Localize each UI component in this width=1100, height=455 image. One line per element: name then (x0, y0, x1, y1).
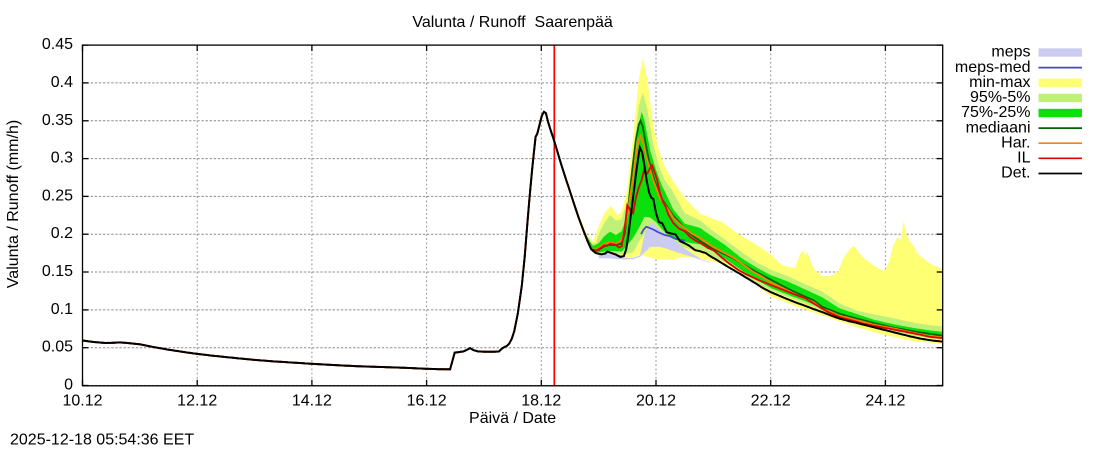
svg-text:0: 0 (64, 377, 73, 394)
svg-text:meps-med: meps-med (955, 59, 1031, 76)
svg-text:18.12: 18.12 (521, 393, 561, 410)
svg-text:0.45: 0.45 (42, 36, 73, 53)
svg-text:0.3: 0.3 (51, 150, 73, 167)
svg-text:0.15: 0.15 (42, 263, 73, 280)
svg-text:12.12: 12.12 (177, 393, 217, 410)
svg-text:20.12: 20.12 (636, 393, 676, 410)
svg-text:0.25: 0.25 (42, 187, 73, 204)
svg-text:Valunta / Runoff Saarenpää: Valunta / Runoff Saarenpää (412, 14, 613, 31)
svg-text:Päivä / Date: Päivä / Date (469, 410, 556, 427)
svg-text:Har.: Har. (1001, 134, 1030, 151)
svg-text:22.12: 22.12 (751, 393, 791, 410)
svg-text:24.12: 24.12 (865, 393, 905, 410)
svg-text:95%-5%: 95%-5% (970, 89, 1030, 106)
svg-text:2025-12-18 05:54:36 EET: 2025-12-18 05:54:36 EET (10, 432, 194, 449)
svg-text:0.1: 0.1 (51, 301, 73, 318)
svg-text:14.12: 14.12 (292, 393, 332, 410)
svg-text:min-max: min-max (969, 74, 1030, 91)
svg-text:10.12: 10.12 (62, 393, 102, 410)
svg-text:mediaani: mediaani (966, 119, 1031, 136)
svg-text:0.05: 0.05 (42, 339, 73, 356)
svg-text:meps: meps (991, 44, 1030, 61)
svg-text:0.2: 0.2 (51, 225, 73, 242)
svg-text:IL: IL (1017, 150, 1030, 167)
svg-text:0.4: 0.4 (51, 74, 73, 91)
svg-text:Valunta / Runoff (mm/h): Valunta / Runoff (mm/h) (5, 120, 22, 288)
svg-text:75%-25%: 75%-25% (961, 104, 1030, 121)
svg-text:0.35: 0.35 (42, 112, 73, 129)
svg-text:16.12: 16.12 (407, 393, 447, 410)
svg-text:Det.: Det. (1001, 165, 1030, 182)
